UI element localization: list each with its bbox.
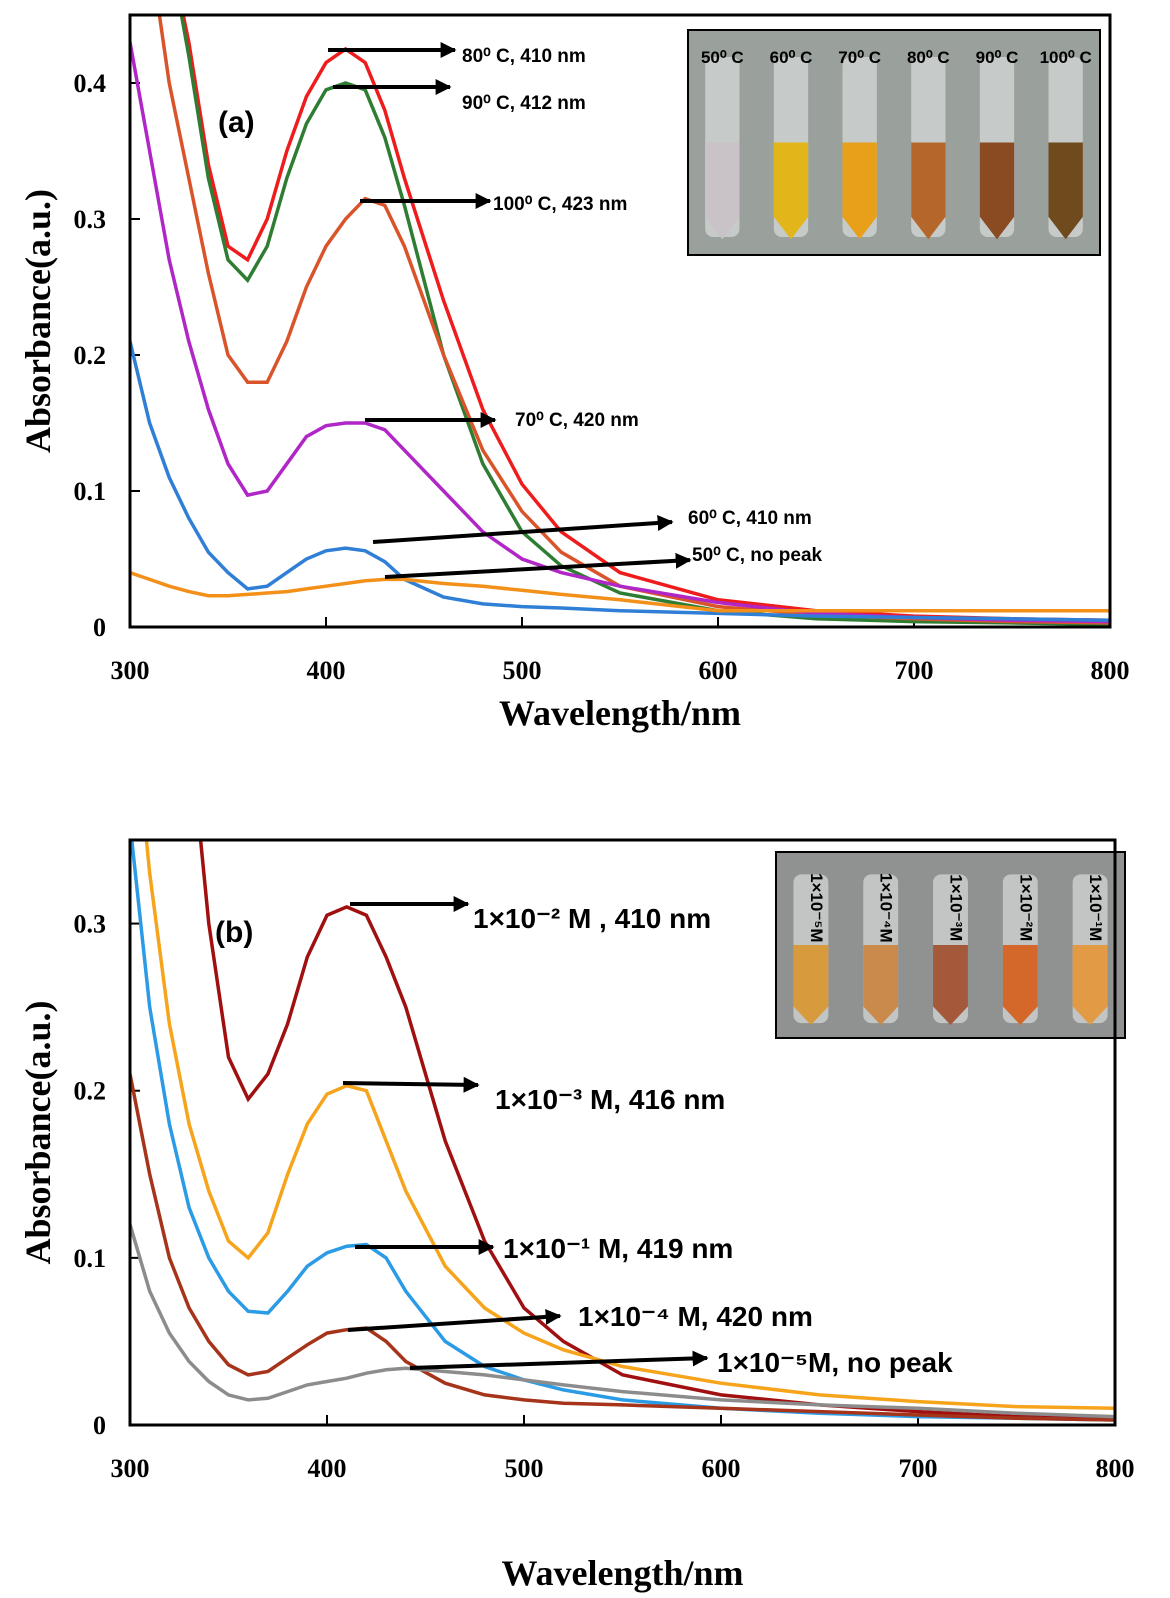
y-tick-label: 0.3	[74, 910, 107, 939]
y-tick-label: 0.1	[74, 1244, 107, 1273]
inset-label: 1×10⁻⁵M	[807, 873, 826, 942]
y-tick-label: 0.2	[74, 1077, 107, 1106]
annotation: 100⁰ C, 423 nm	[493, 194, 627, 215]
annotation-arrow	[372, 514, 674, 544]
y-tick-label: 0.3	[74, 205, 107, 234]
y-tick-label: 0.4	[74, 69, 107, 98]
annotation: 90⁰ C, 412 nm	[462, 93, 586, 114]
inset-label: 1×10⁻¹M	[1086, 874, 1105, 941]
series-line	[130, 570, 1110, 613]
series-line	[181, 15, 1110, 622]
x-tick-label: 300	[111, 1454, 150, 1483]
x-tick-label: 400	[308, 1454, 347, 1483]
x-tick-label: 500	[503, 656, 542, 685]
tube-liquid	[773, 142, 809, 240]
y-axis-title: Absorbance(a.u.)	[18, 189, 58, 453]
x-tick-label: 700	[899, 1454, 938, 1483]
annotation: 1×10⁻³ M, 416 nm	[495, 1084, 725, 1115]
x-tick-label: 600	[699, 656, 738, 685]
annotation-arrow	[409, 1350, 709, 1370]
tube-liquid	[863, 945, 899, 1025]
inset-photo	[687, 29, 1101, 256]
panel-label: (b)	[215, 916, 253, 949]
series-line	[144, 840, 1115, 1411]
inset-label: 80⁰ C	[907, 48, 950, 67]
plot-frame	[128, 13, 1112, 629]
x-axis-title: Wavelength/nm	[499, 693, 741, 733]
x-tick-label: 600	[702, 1454, 741, 1483]
tube-liquid	[793, 945, 829, 1025]
inset-label: 1×10⁻²M	[1016, 874, 1035, 941]
tube-liquid	[933, 945, 968, 1025]
annotation: 80⁰ C, 410 nm	[462, 46, 586, 67]
x-tick-label: 400	[307, 656, 346, 685]
annotation: 60⁰ C, 410 nm	[688, 508, 812, 529]
inset-label: 60⁰ C	[770, 48, 813, 67]
series-line	[130, 41, 1110, 624]
annotation-arrow	[342, 1076, 480, 1093]
inset-label: 100⁰ C	[1040, 48, 1092, 67]
series-line	[198, 840, 1115, 1421]
inset-label: 70⁰ C	[838, 48, 881, 67]
x-tick-label: 700	[895, 656, 934, 685]
series-line	[157, 15, 1110, 625]
annotation: 1×10⁻⁴ M, 420 nm	[578, 1301, 813, 1332]
annotation: 1×10⁻⁵M, no peak	[717, 1347, 953, 1378]
tube-liquid	[705, 142, 740, 240]
panel-label: (a)	[218, 106, 255, 139]
inset-label: 90⁰ C	[976, 48, 1019, 67]
x-tick-label: 500	[505, 1454, 544, 1483]
inset-label: 1×10⁻⁴M	[877, 873, 896, 943]
tube-liquid	[1002, 945, 1038, 1025]
annotation-arrow	[384, 552, 692, 579]
y-tick-label: 0.1	[74, 477, 107, 506]
inset-label: 1×10⁻³M	[947, 874, 966, 941]
annotation-arrow	[347, 1308, 562, 1332]
tube-liquid	[842, 142, 877, 240]
y-tick-label: 0	[93, 613, 106, 642]
annotation: 1×10⁻² M , 410 nm	[473, 903, 711, 934]
y-axis-title: Absorbance(a.u.)	[18, 1000, 58, 1264]
annotation: 50⁰ C, no peak	[692, 545, 823, 566]
tube-liquid	[1072, 945, 1108, 1025]
tube-liquid	[979, 142, 1015, 240]
x-tick-label: 800	[1096, 1454, 1135, 1483]
inset-label: 50⁰ C	[701, 48, 744, 67]
x-tick-label: 800	[1091, 656, 1130, 685]
annotation: 1×10⁻¹ M, 419 nm	[503, 1233, 733, 1264]
annotation: 70⁰ C, 420 nm	[515, 410, 639, 431]
tube-liquid	[1048, 142, 1083, 240]
series-line	[130, 340, 1110, 622]
y-tick-label: 0	[93, 1411, 106, 1440]
tube-liquid	[911, 142, 946, 240]
plot-frame	[128, 838, 1117, 1427]
x-axis-title: Wavelength/nm	[501, 1553, 743, 1593]
series-line	[130, 1223, 1115, 1419]
y-tick-label: 0.2	[74, 341, 107, 370]
x-tick-label: 300	[111, 656, 150, 685]
